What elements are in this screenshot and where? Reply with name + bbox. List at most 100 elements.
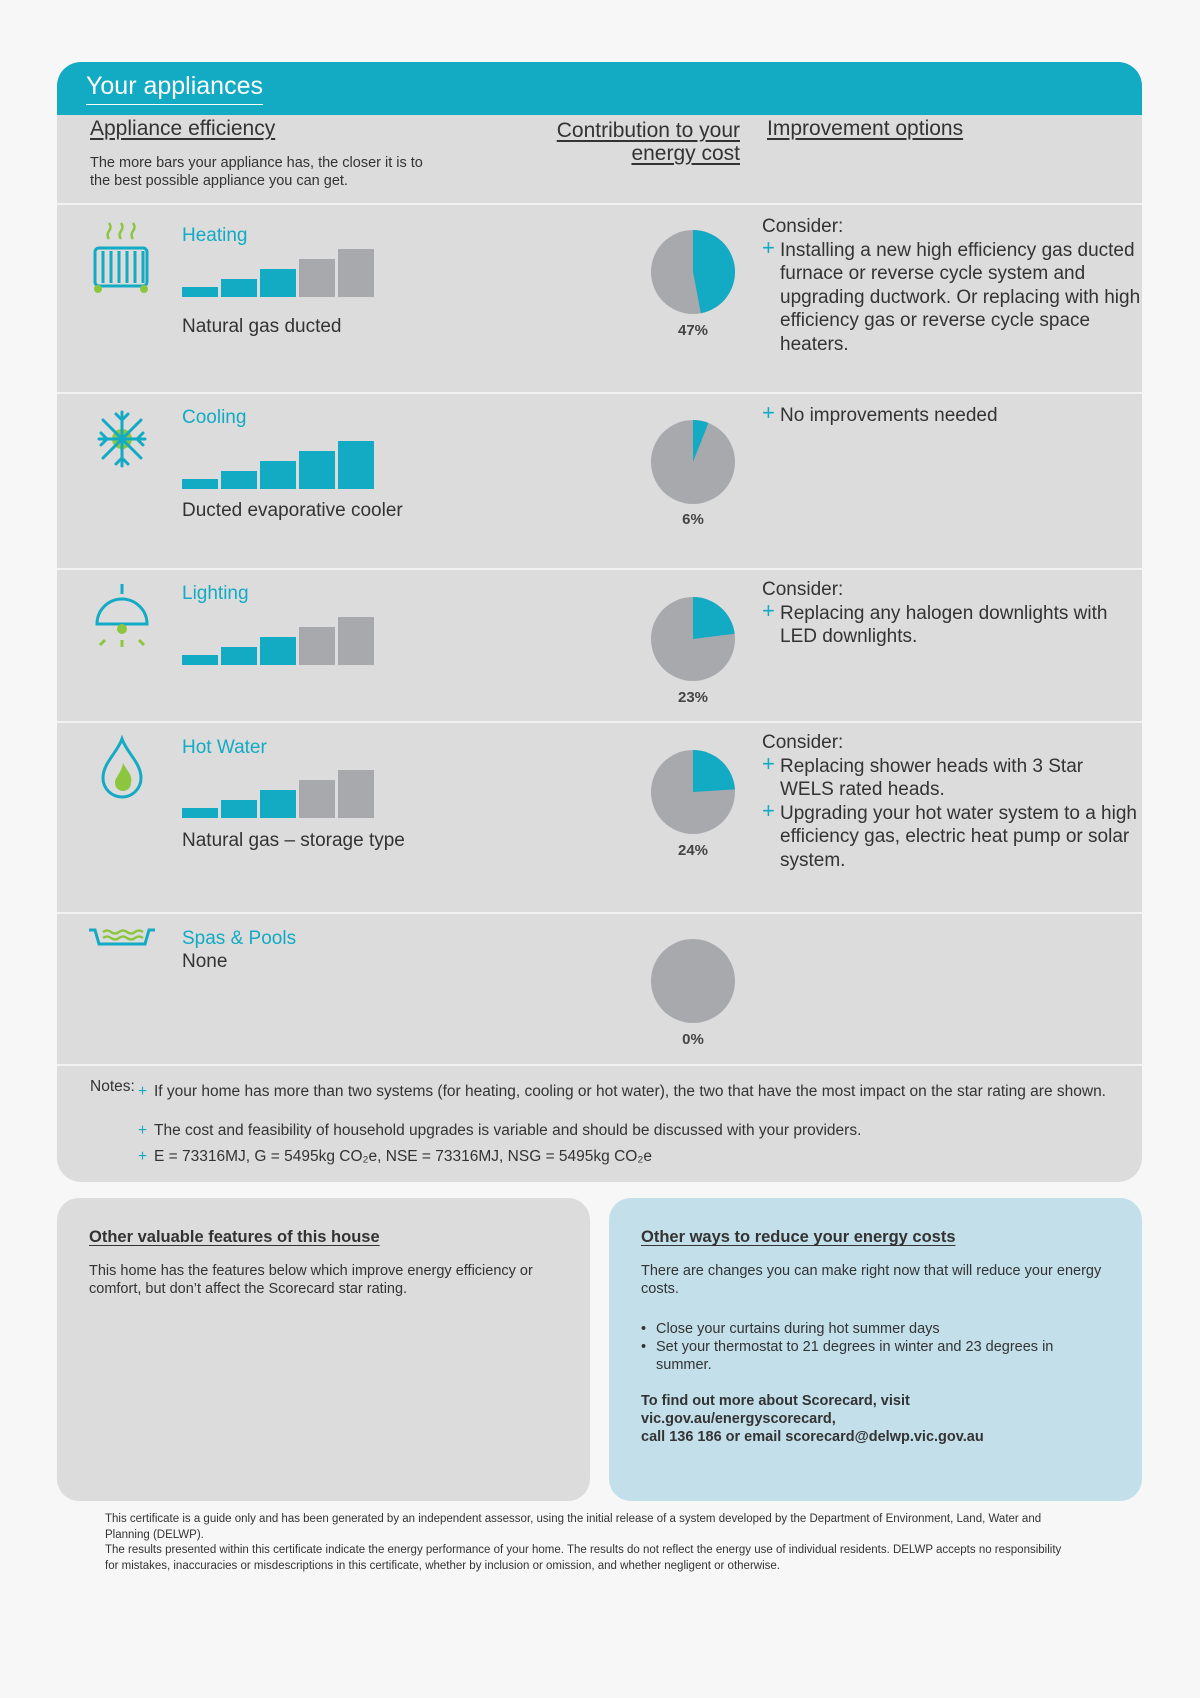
improvement-item: + Upgrading your hot water system to a hi… [762, 797, 1137, 871]
disclaimer: This certificate is a guide only and has… [105, 1512, 1065, 1574]
radiator-icon [93, 222, 149, 293]
card-header: Your appliances [57, 62, 1142, 115]
row-divider [57, 721, 1142, 723]
improvement-heading: Improvement options [767, 117, 964, 140]
pool-icon [89, 928, 155, 946]
cost-percent: 6% [682, 511, 704, 528]
efficiency-bar [182, 655, 218, 665]
appliance-name: Lighting [182, 583, 249, 604]
appliance-row-hot-water: Hot Water Natural gas – storage type 24%… [57, 723, 1142, 912]
features-text: This home has the features below which i… [89, 1263, 533, 1297]
reduce-text: There are changes you can make right now… [641, 1263, 1102, 1297]
efficiency-bar [260, 269, 296, 297]
improvement-options: Consider: + Installing a new high efficie… [762, 215, 1142, 356]
note-item: + If your home has more than two systems … [138, 1083, 1106, 1100]
efficiency-bar [221, 471, 257, 489]
efficiency-bar [182, 287, 218, 297]
improvement-options: Consider: + Replacing any halogen downlig… [762, 578, 1142, 649]
appliance-description: Natural gas – storage type [182, 830, 405, 851]
appliance-row-spas-pools: Spas & Pools None 0% [57, 914, 1142, 1064]
improvement-item: + Installing a new high efficiency gas du… [762, 234, 1141, 355]
note-item: + E = 73316MJ, G = 5495kg CO₂e, NSE = 733… [138, 1148, 652, 1165]
pie-share-slice [693, 597, 735, 639]
pie-remainder-slice [651, 939, 735, 1023]
improvement-item: + Replacing any halogen downlights with L… [762, 597, 1108, 647]
contribution-heading: Contribution to your energy cost [556, 119, 740, 165]
efficiency-bars [182, 766, 382, 818]
efficiency-bar [182, 479, 218, 489]
efficiency-bar [182, 808, 218, 818]
efficiency-bar [221, 647, 257, 665]
row-divider [57, 1064, 1142, 1066]
reduce-title: Other ways to reduce your energy costs [641, 1228, 956, 1246]
improvement-item: + Replacing shower heads with 3 Star WELS… [762, 750, 1084, 800]
efficiency-bars [182, 437, 382, 489]
row-divider [57, 392, 1142, 394]
improvement-options: + No improvements needed [762, 400, 1142, 428]
appliance-name: Heating [182, 225, 248, 246]
appliance-row-lighting: Lighting 23% Consider: + Replacing any ha… [57, 570, 1142, 721]
cost-pie-chart [651, 750, 735, 834]
cost-pie-chart [651, 420, 735, 504]
cost-pie-chart [651, 230, 735, 314]
plus-icon: + [138, 1083, 148, 1100]
appliances-card: Your appliances Appliance efficiency The… [57, 62, 1142, 1182]
appliance-description: Ducted evaporative cooler [182, 500, 403, 521]
consider-label: Consider: [762, 579, 844, 600]
plus-icon: + [762, 797, 775, 823]
disclaimer-line: This certificate is a guide only and has… [105, 1513, 1042, 1541]
improvement-options: Consider: + Replacing shower heads with 3… [762, 731, 1142, 872]
pie-share-slice [693, 750, 735, 792]
disclaimer-line: The results presented within this certif… [105, 1544, 1062, 1572]
efficiency-bars [182, 613, 382, 665]
row-divider [57, 568, 1142, 570]
efficiency-bar [260, 637, 296, 665]
consider-label: Consider: [762, 732, 844, 753]
appliance-name: Cooling [182, 407, 247, 428]
consider-label: Consider: [762, 216, 844, 237]
efficiency-bar [338, 441, 374, 489]
snowflake-icon [97, 410, 147, 468]
efficiency-bar [299, 780, 335, 818]
features-box: Other valuable features of this house Th… [57, 1198, 590, 1501]
efficiency-subtext: The more bars your appliance has, the cl… [90, 155, 423, 189]
pie-share-slice [693, 420, 709, 462]
appliance-row-cooling: Cooling Ducted evaporative cooler 6% + No… [57, 394, 1142, 568]
features-title: Other valuable features of this house [89, 1228, 380, 1246]
efficiency-bar [338, 617, 374, 665]
tip-item: Set your thermostat to 21 degrees in win… [641, 1338, 1111, 1374]
plus-icon: + [762, 597, 775, 623]
cost-pie-chart [651, 597, 735, 681]
efficiency-bar [260, 461, 296, 489]
pie-share-slice [693, 230, 735, 314]
row-divider [57, 912, 1142, 914]
cost-percent: 23% [677, 689, 709, 706]
efficiency-bar [299, 627, 335, 665]
cost-pie-chart [651, 939, 735, 1023]
appliance-name: Hot Water [182, 737, 267, 758]
find-out-more: To find out more about Scorecard, visit … [641, 1393, 984, 1445]
reduce-costs-box: Other ways to reduce your energy costs T… [609, 1198, 1142, 1501]
note-item: + The cost and feasibility of household u… [138, 1122, 862, 1139]
notes-label: Notes: [90, 1078, 135, 1095]
efficiency-bar [221, 800, 257, 818]
plus-icon: + [762, 750, 775, 776]
tips-list: Close your curtains during hot summer da… [641, 1320, 1111, 1374]
appliance-description: None [182, 951, 228, 972]
appliance-row-heating: Heating Natural gas ducted 47% Consider:… [57, 205, 1142, 392]
plus-icon: + [138, 1122, 148, 1139]
card-title: Your appliances [86, 72, 263, 105]
cost-percent: 47% [677, 322, 709, 339]
appliance-name: Spas & Pools [182, 928, 297, 949]
improvement-item: + No improvements needed [762, 400, 998, 426]
efficiency-bar [260, 790, 296, 818]
efficiency-bar [299, 451, 335, 489]
plus-icon: + [762, 234, 775, 260]
efficiency-bars [182, 245, 382, 297]
efficiency-bar [338, 249, 374, 297]
efficiency-bar [338, 770, 374, 818]
water-drop-flame-icon [101, 735, 143, 799]
row-divider [57, 203, 1142, 205]
tip-item: Close your curtains during hot summer da… [641, 1320, 1111, 1338]
efficiency-bar [221, 279, 257, 297]
